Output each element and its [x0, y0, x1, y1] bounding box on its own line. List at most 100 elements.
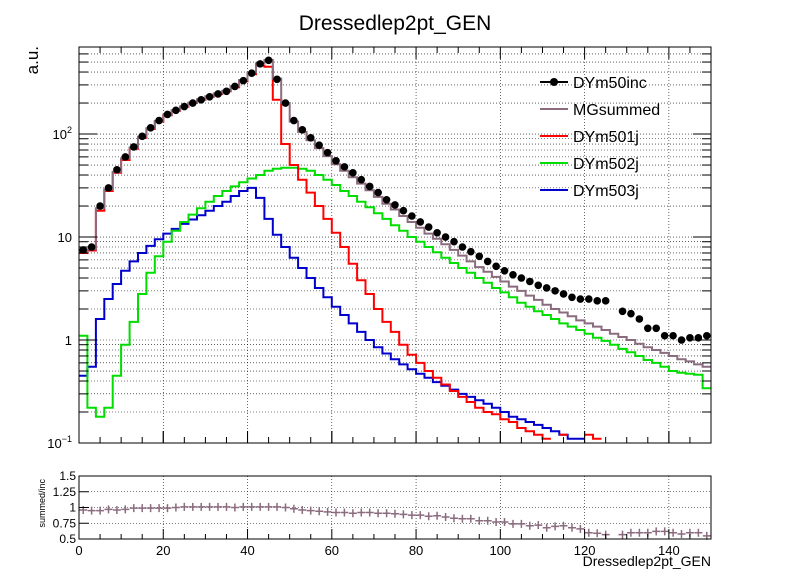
series-dym50inc-point [408, 212, 416, 220]
series-dym50inc-point [79, 246, 88, 254]
x-tick-label: 40 [240, 543, 254, 558]
legend-marker-dym50inc [550, 78, 558, 86]
series-dym50inc-point [382, 195, 391, 204]
series-dym50inc-point [163, 110, 172, 119]
series-dym50inc-point [424, 223, 433, 231]
series-dym50inc-point [627, 309, 635, 318]
ratio-point [138, 504, 147, 513]
series-dym50inc-point [576, 295, 585, 303]
ratio-point [112, 506, 121, 514]
ratio-point [197, 502, 206, 511]
ratio-point [559, 521, 568, 530]
ratio-point [256, 502, 265, 511]
series-dym50inc-point [188, 99, 197, 107]
series-dym50inc-point [669, 331, 677, 340]
series-dym50inc-point [568, 293, 576, 302]
ratio-point [441, 513, 450, 521]
series-dym50inc-point [458, 243, 467, 251]
ratio-point [517, 519, 526, 528]
ratio-point [626, 528, 635, 537]
ratio-point [509, 519, 517, 528]
series-dym50inc-point [155, 116, 163, 125]
ratio-point [146, 504, 155, 513]
ratio-point [525, 521, 534, 530]
series-dym50inc-point [290, 116, 298, 125]
legend: DYm50inc MGsummed DYm501j DYm502j DYm503j [540, 75, 660, 200]
series-dym50inc-point [416, 218, 425, 226]
series-dym50inc-point [433, 228, 441, 237]
ratio-point [87, 506, 96, 515]
series-dym50inc-point [441, 233, 450, 241]
ratio-point [306, 506, 315, 515]
series-dym50inc-point [618, 307, 627, 316]
legend-label-mgsummed: MGsummed [573, 102, 660, 119]
ratio-point [652, 527, 661, 536]
ratio-point [584, 528, 593, 537]
ratio-point [576, 524, 585, 533]
series-dym50inc-point [349, 169, 357, 177]
series-dym50inc-point [205, 92, 214, 101]
ratio-point [104, 505, 113, 514]
ratio-point [273, 502, 281, 511]
series-dym50inc-point [315, 141, 323, 149]
series-dym50inc-point [146, 123, 155, 132]
ratio-point [365, 508, 374, 517]
series-dym502j-line [79, 166, 711, 418]
ratio-y-tick-label: 1.5 [59, 469, 76, 483]
ratio-point [121, 505, 130, 514]
legend-label-dym502j: DYm502j [573, 156, 639, 173]
series-dym50inc-point [247, 69, 256, 77]
ratio-point [96, 506, 105, 515]
series-dym50inc-point [702, 331, 711, 340]
main-grid [78, 47, 711, 444]
ratio-point [551, 522, 560, 531]
series-dym50inc-point [534, 281, 543, 290]
series-dym50inc-point [483, 257, 492, 266]
chart-title: Dressedlep2pt_GEN [299, 12, 492, 35]
series-dym50inc-point [635, 315, 644, 323]
ratio-point [382, 509, 391, 518]
series-dym50inc-point [593, 297, 602, 305]
main-y-tick-label: 1 [65, 333, 72, 348]
series-dym50inc-point [231, 82, 239, 91]
series-dym50inc-point [323, 148, 332, 157]
series-dym50inc-point [551, 287, 559, 295]
x-tick-label: 100 [489, 543, 511, 558]
ratio-point [660, 527, 669, 536]
x-tick-label: 20 [156, 543, 170, 558]
series-dym50inc-point [585, 295, 593, 303]
ratio-point [332, 508, 340, 517]
y-axis-label: a.u. [23, 46, 42, 74]
ratio-point [568, 523, 576, 532]
ratio-point [348, 509, 357, 518]
x-axis-label: Dressedlep2pt_GEN [583, 553, 711, 569]
main-y-tick-label: 10 [58, 230, 72, 245]
series-dym50inc-point [509, 270, 517, 279]
ratio-point [635, 528, 644, 537]
legend-label-dym501j: DYm501j [573, 129, 639, 146]
x-tick-label: 0 [75, 543, 82, 558]
ratio-point [289, 504, 298, 513]
ratio-point [433, 511, 442, 520]
series-dym50inc-point [492, 262, 500, 271]
series-dym50inc-point [517, 274, 526, 282]
ratio-point [669, 528, 678, 537]
series-dym50inc-point [96, 202, 104, 210]
ratio-point [466, 514, 475, 523]
series-dym50inc-point [129, 143, 138, 151]
series-dym50inc-point [365, 182, 374, 191]
series-dym50inc-point [340, 163, 349, 171]
ratio-point [374, 509, 383, 518]
series-dym50inc-point [660, 331, 669, 340]
ratio-point [500, 518, 509, 526]
series-dym50inc-point [542, 284, 551, 292]
ratio-point [424, 512, 433, 521]
series-dym50inc-point [374, 188, 382, 197]
ratio-point [214, 502, 222, 511]
series-dym50inc-point [298, 125, 307, 134]
ratio-point [222, 502, 231, 511]
series-dym50inc-point [87, 243, 96, 251]
ratio-point [542, 523, 551, 532]
series-dym50inc-point [500, 266, 509, 275]
